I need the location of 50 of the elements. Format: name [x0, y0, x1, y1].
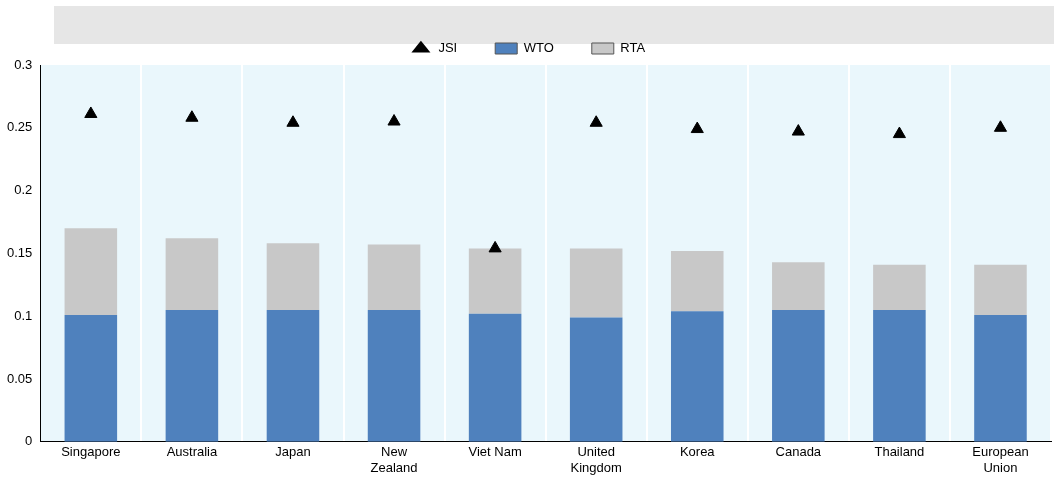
point	[84, 106, 98, 118]
bar	[873, 264, 926, 310]
legend-label: WTO	[523, 40, 554, 56]
x-tick-label: United Kingdom	[570, 444, 622, 475]
bar	[165, 238, 219, 310]
bar	[165, 309, 219, 442]
bar	[974, 264, 1027, 315]
bar	[64, 228, 118, 315]
point	[791, 124, 805, 136]
point	[690, 121, 704, 134]
y-tick-label: 0.15	[6, 244, 33, 260]
point	[286, 115, 300, 127]
bar	[266, 243, 320, 310]
legend-label: RTA	[620, 40, 646, 56]
bar	[367, 309, 421, 442]
y-tick-label: 0.05	[6, 370, 33, 386]
bar	[873, 309, 926, 442]
point	[488, 240, 502, 253]
bar	[367, 244, 421, 310]
y-tick-label: 0.25	[6, 119, 33, 135]
bar	[266, 309, 320, 442]
point	[892, 126, 906, 139]
y-tick-label: 0.1	[14, 307, 33, 323]
bar	[772, 262, 825, 310]
bar	[974, 314, 1027, 442]
point	[387, 114, 401, 126]
bar	[64, 314, 118, 442]
x-tick-label: Australia	[166, 444, 218, 460]
x-tick-label: Singapore	[61, 444, 121, 460]
y-tick-label: 0.3	[14, 56, 33, 72]
bar	[772, 309, 825, 442]
bar	[569, 248, 623, 318]
bar	[468, 313, 522, 442]
point	[993, 120, 1008, 132]
bar	[670, 250, 724, 312]
y-tick-label: 0.2	[14, 182, 33, 198]
point	[185, 110, 199, 122]
x-tick-label: European Union	[972, 444, 1029, 475]
x-tick-label: Canada	[775, 444, 822, 460]
point	[589, 115, 603, 127]
bar	[569, 317, 623, 442]
x-tick-label: Japan	[275, 444, 311, 460]
x-tick-label: New Zealand	[370, 444, 418, 475]
x-tick-label: Korea	[679, 444, 716, 460]
legend-label: JSI	[438, 40, 458, 56]
x-tick-label: Viet Nam	[468, 444, 522, 460]
y-tick-label: 0	[25, 433, 33, 449]
bar	[670, 311, 724, 442]
x-tick-label: Thailand	[874, 444, 925, 460]
bar	[468, 248, 522, 314]
